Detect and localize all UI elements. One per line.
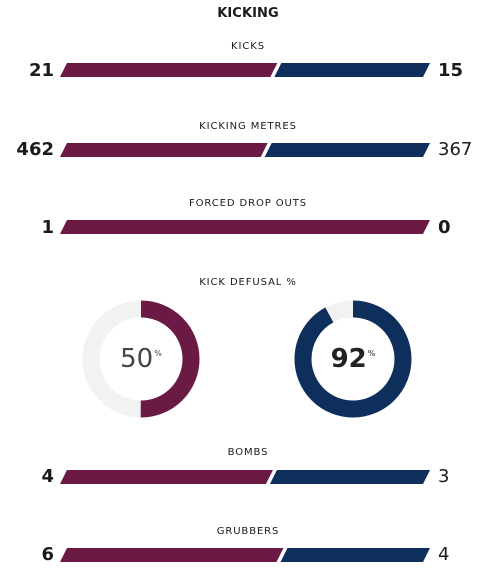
home-defusal-unit: % [154,348,162,358]
home-bar-kicks [60,63,278,77]
away-defusal-text: 92% [293,299,413,419]
stat-away-value-kicks: 15 [438,60,464,81]
stat-away-value-forced-drop-outs: 0 [438,217,451,238]
section-title: KICKING [217,6,279,21]
away-defusal-unit: % [367,348,376,358]
stat-home-value-bombs: 4 [41,466,54,487]
home-bar-bombs [60,470,273,484]
stat-label-kicks: KICKS [231,41,265,52]
stat-home-value-kicking-metres: 462 [16,139,54,160]
home-bar-kicking-metres [60,143,268,157]
stat-home-value-grubbers: 6 [41,544,54,565]
stat-label-grubbers: GRUBBERS [216,526,280,537]
home-bar-grubbers [60,548,284,562]
home-donut-arc [82,300,200,418]
stat-home-value-forced-drop-outs: 1 [41,217,54,238]
stat-label-kicking-metres: KICKING METRES [199,121,297,132]
stat-away-value-kicking-metres: 367 [438,139,473,160]
away-defusal-value: 92 [330,344,367,374]
away-defusal-donut: 92% [293,299,413,419]
stat-label-kick-defusal: KICK DEFUSAL % [199,277,297,288]
away-bar-bombs [269,470,430,484]
stat-away-value-grubbers: 4 [438,544,450,565]
stat-away-value-bombs: 3 [438,466,450,487]
away-bar-kicking-metres [264,143,430,157]
home-defusal-donut: 50% [81,299,201,419]
home-defusal-value: 50 [120,344,154,374]
away-donut-arc [294,300,412,418]
stat-label-forced-drop-outs: FORCED DROP OUTS [188,198,308,209]
away-bar-grubbers [280,548,430,562]
home-defusal-text: 50% [81,299,201,419]
stat-label-bombs: BOMBS [227,447,269,458]
stat-home-value-kicks: 21 [28,60,54,81]
home-bar-forced-drop-outs [60,220,430,234]
away-bar-kicks [274,63,430,77]
